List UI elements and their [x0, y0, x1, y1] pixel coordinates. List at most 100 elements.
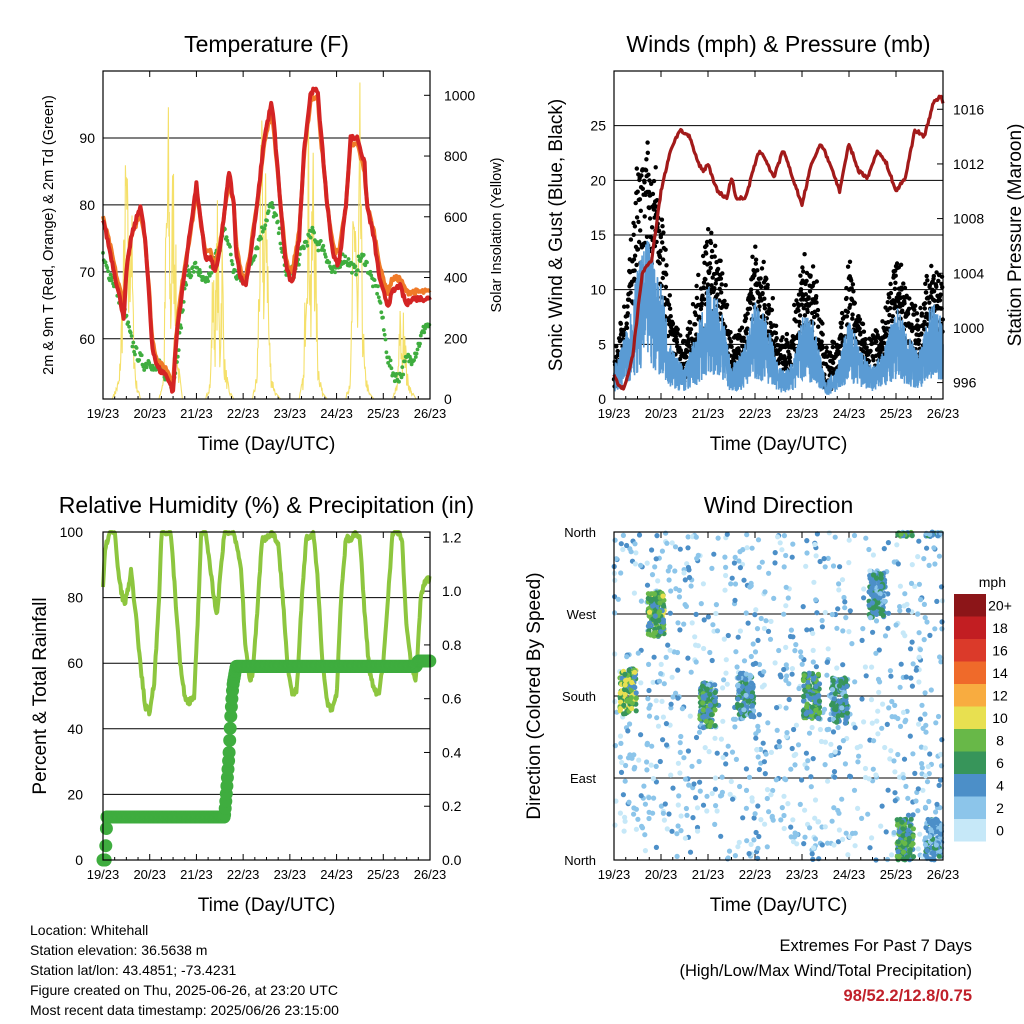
direction-point [885, 540, 892, 546]
direction-point [916, 538, 922, 544]
dewpoint-point [346, 257, 351, 261]
y-tick-label: 25 [590, 118, 606, 134]
direction-point [826, 726, 832, 732]
dewpoint-point [193, 260, 198, 265]
gust-point [644, 234, 650, 239]
direction-point [851, 532, 858, 539]
direction-point [658, 671, 664, 677]
direction-point [748, 712, 755, 718]
direction-point [713, 602, 720, 608]
direction-point [906, 835, 913, 842]
direction-point [798, 649, 804, 655]
direction-point [763, 751, 769, 757]
direction-point [902, 719, 908, 725]
direction-point [916, 721, 922, 727]
direction-point [746, 851, 752, 857]
direction-point [659, 548, 666, 554]
direction-point [866, 602, 872, 608]
direction-point [712, 735, 718, 741]
gust-point [748, 300, 753, 305]
gust-point [827, 350, 833, 355]
direction-point [659, 698, 665, 705]
direction-point [927, 751, 933, 757]
direction-point [690, 815, 696, 821]
gust-point [634, 215, 640, 220]
x-tick-label: 19/23 [598, 406, 631, 421]
direction-point [840, 836, 846, 843]
direction-point [795, 742, 802, 748]
chart-title: Wind Direction [704, 492, 854, 518]
dewpoint-point [403, 359, 407, 364]
direction-point [905, 607, 912, 613]
direction-point [835, 807, 841, 814]
gust-point [936, 278, 941, 284]
direction-point [666, 811, 672, 817]
direction-point [824, 659, 831, 665]
direction-point [761, 759, 768, 765]
dewpoint-point [255, 246, 260, 251]
direction-point [810, 756, 816, 762]
gust-point [780, 335, 785, 340]
gust-point [922, 327, 927, 332]
direction-point [645, 696, 651, 702]
gust-point [919, 311, 925, 316]
y-tick-label: West [567, 607, 597, 622]
direction-point [818, 738, 825, 745]
direction-point [868, 697, 875, 703]
gust-point [785, 340, 790, 346]
direction-point [852, 725, 858, 731]
location-text: Location: Whitehall [30, 922, 149, 938]
dewpoint-point [361, 253, 366, 257]
direction-point [926, 562, 932, 569]
direction-point [773, 777, 779, 783]
direction-point [790, 541, 796, 547]
direction-point [649, 743, 655, 749]
gust-point [887, 306, 893, 311]
gust-point [820, 321, 825, 326]
gust-point [700, 253, 706, 259]
gust-point [751, 296, 756, 301]
gust-point [753, 261, 758, 266]
gust-point [752, 273, 757, 278]
direction-point [657, 600, 663, 606]
gust-point [675, 327, 680, 332]
direction-point [790, 817, 796, 823]
direction-point [815, 671, 822, 677]
gust-point [724, 302, 730, 308]
direction-point [617, 690, 623, 696]
direction-point [843, 615, 849, 621]
direction-point [758, 817, 764, 823]
gust-point [824, 345, 829, 350]
gust-point [628, 290, 633, 295]
direction-point [736, 675, 742, 681]
dewpoint-point [376, 295, 381, 300]
direction-point [903, 783, 909, 790]
direction-point [837, 699, 843, 705]
direction-point [632, 541, 638, 547]
direction-point [916, 630, 922, 636]
direction-point [921, 601, 928, 608]
direction-point [869, 664, 875, 670]
gust-point [661, 230, 666, 235]
direction-point [683, 805, 690, 812]
gust-point [624, 325, 630, 331]
direction-point [900, 833, 906, 839]
direction-point [723, 564, 729, 570]
gust-point [709, 248, 715, 254]
gust-point [677, 356, 683, 362]
gust-point [670, 321, 676, 326]
dewpoint-point [228, 252, 233, 257]
legend-swatch [954, 729, 986, 752]
direction-point [621, 702, 627, 708]
direction-point [725, 632, 731, 639]
direction-point [618, 699, 624, 705]
gust-point [906, 306, 912, 311]
direction-point [927, 632, 933, 639]
direction-point [842, 761, 849, 767]
gust-point [931, 289, 937, 294]
direction-point [612, 537, 618, 543]
gust-point [643, 168, 649, 173]
direction-point [748, 580, 754, 586]
direction-point [684, 812, 690, 818]
dewpoint-point [131, 340, 136, 345]
